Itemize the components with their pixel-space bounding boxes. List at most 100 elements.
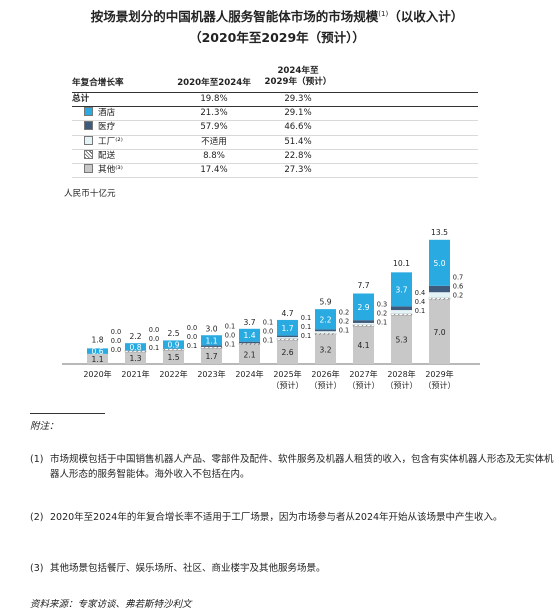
category-label: 2026年 — [311, 369, 339, 379]
total-label: 3.7 — [243, 318, 255, 327]
bar-segment — [163, 340, 184, 349]
bar-segment — [239, 328, 260, 342]
bar-segment — [277, 337, 298, 339]
total-label: 1.8 — [91, 335, 103, 344]
total-label: 13.5 — [431, 228, 448, 237]
cagr-value-2020-2024: 17.4% — [200, 164, 228, 175]
data-label: 1.3 — [129, 354, 141, 363]
category-label: 2028年 — [387, 369, 415, 379]
chart-title: 按场景划分的中国机器人服务智能体市场的市场规模(1)（以收入计） — [90, 9, 464, 24]
legend-swatch — [84, 121, 93, 131]
cagr-row-label: 其他⁽³⁾ — [84, 163, 123, 177]
total-label: 5.9 — [319, 298, 331, 307]
bar-segment — [429, 239, 450, 286]
bar-segment — [200, 346, 223, 349]
bar-segment — [238, 343, 261, 345]
bar-segment — [201, 335, 222, 346]
cagr-row: 总计 19.8% 29.3% — [72, 93, 478, 108]
bar-segment — [391, 315, 412, 364]
data-label: 0.3 — [377, 300, 388, 308]
bar-segment — [276, 338, 299, 341]
cagr-value-2020-2024: 19.8% — [200, 94, 228, 104]
bar-segment — [277, 340, 298, 364]
bar-segment — [277, 319, 298, 336]
data-label: 0.0 — [263, 328, 274, 336]
data-label: 0.1 — [339, 327, 350, 335]
data-label: 0.0 — [149, 326, 160, 334]
data-label: 0.1 — [225, 340, 236, 348]
cagr-value-2020-2024: 57.9% — [200, 122, 228, 133]
data-label: 0.0 — [225, 331, 236, 339]
data-label: 0.7 — [453, 274, 464, 282]
bar-segment — [353, 293, 374, 321]
note-number: (1) — [30, 454, 44, 465]
data-label: 0.1 — [187, 342, 198, 350]
bar-segment — [315, 331, 336, 334]
category-sub-label: （预计） — [310, 380, 342, 390]
legend-swatch — [84, 149, 93, 159]
data-label: 0.0 — [111, 346, 122, 354]
legend-swatch — [84, 135, 93, 145]
data-label: 1.1 — [205, 336, 217, 345]
data-label: 0.0 — [111, 337, 122, 345]
category-sub-label: （预计） — [272, 380, 304, 390]
data-label: 0.6 — [91, 347, 103, 356]
notes-divider — [30, 413, 105, 414]
category-label: 2020年 — [83, 369, 111, 379]
bar-segment — [352, 324, 375, 327]
bar-segment — [390, 313, 413, 316]
data-label: 1.7 — [205, 352, 217, 361]
notes-header: 附注： — [30, 421, 59, 432]
cagr-row-label: 总计 — [72, 94, 90, 104]
bar-segment — [87, 348, 108, 354]
bar-segment — [239, 341, 260, 344]
data-label: 0.0 — [149, 335, 160, 343]
cagr-value-2024-2029: 27.3% — [284, 164, 312, 175]
cagr-row-label: 医疗 — [84, 121, 115, 134]
bar-segment — [277, 335, 298, 338]
data-label: 0.1 — [149, 344, 160, 352]
bar-segment — [353, 326, 374, 364]
data-label: 4.1 — [357, 341, 369, 350]
category-sub-label: （预计） — [424, 380, 456, 390]
data-label: 0.1 — [415, 307, 426, 315]
data-label: 1.1 — [91, 355, 103, 364]
cagr-row-label: 配送 — [84, 149, 115, 163]
data-label: 0.1 — [301, 332, 312, 340]
cagr-table-header: 年复合增长率 2020年至2024年 2024年至 2029年（预计） — [72, 60, 478, 93]
data-label: 0.4 — [415, 289, 426, 297]
bar-segment — [125, 352, 146, 364]
data-label: 1.5 — [167, 353, 179, 362]
cagr-value-2020-2024: 21.3% — [200, 108, 228, 119]
cagr-row: 酒店 21.3% 29.1% — [72, 107, 478, 122]
cagr-row-label: 工厂⁽²⁾ — [84, 135, 123, 149]
cagr-value-2020-2024: 不适用 — [201, 136, 227, 147]
data-label: 1.4 — [243, 331, 255, 340]
chart-subtitle: （2020年至2029年（预计）） — [189, 30, 365, 45]
total-label: 2.5 — [167, 329, 179, 338]
total-label: 2.2 — [129, 332, 141, 341]
data-label: 0.0 — [187, 324, 198, 332]
bar-segment — [353, 322, 374, 325]
data-label: 0.2 — [453, 292, 464, 300]
cagr-header-label: 年复合增长率 — [72, 78, 124, 88]
data-label: 0.1 — [301, 314, 312, 322]
data-label: 0.2 — [377, 309, 388, 317]
data-label: 1.7 — [281, 324, 293, 333]
cagr-value-2024-2029: 22.8% — [284, 150, 312, 161]
category-label: 2022年 — [159, 369, 187, 379]
data-label: 0.6 — [453, 283, 464, 291]
category-label: 2023年 — [197, 369, 225, 379]
note-text: 市场规模包括于中国销售机器人产品、零部件及配件、软件服务及机器人租赁的收入，包含… — [50, 454, 554, 480]
bar-segment — [125, 343, 146, 351]
bar-segment — [353, 320, 374, 323]
bar-segment — [87, 353, 108, 364]
bar-segment — [315, 334, 336, 364]
bar-segment — [201, 348, 222, 364]
total-label: 3.0 — [205, 324, 217, 333]
category-sub-label: （预计） — [348, 380, 380, 390]
bar-segment — [315, 329, 336, 332]
category-label: 2024年 — [235, 369, 263, 379]
cagr-row: 医疗 57.9% 46.6% — [72, 121, 478, 136]
